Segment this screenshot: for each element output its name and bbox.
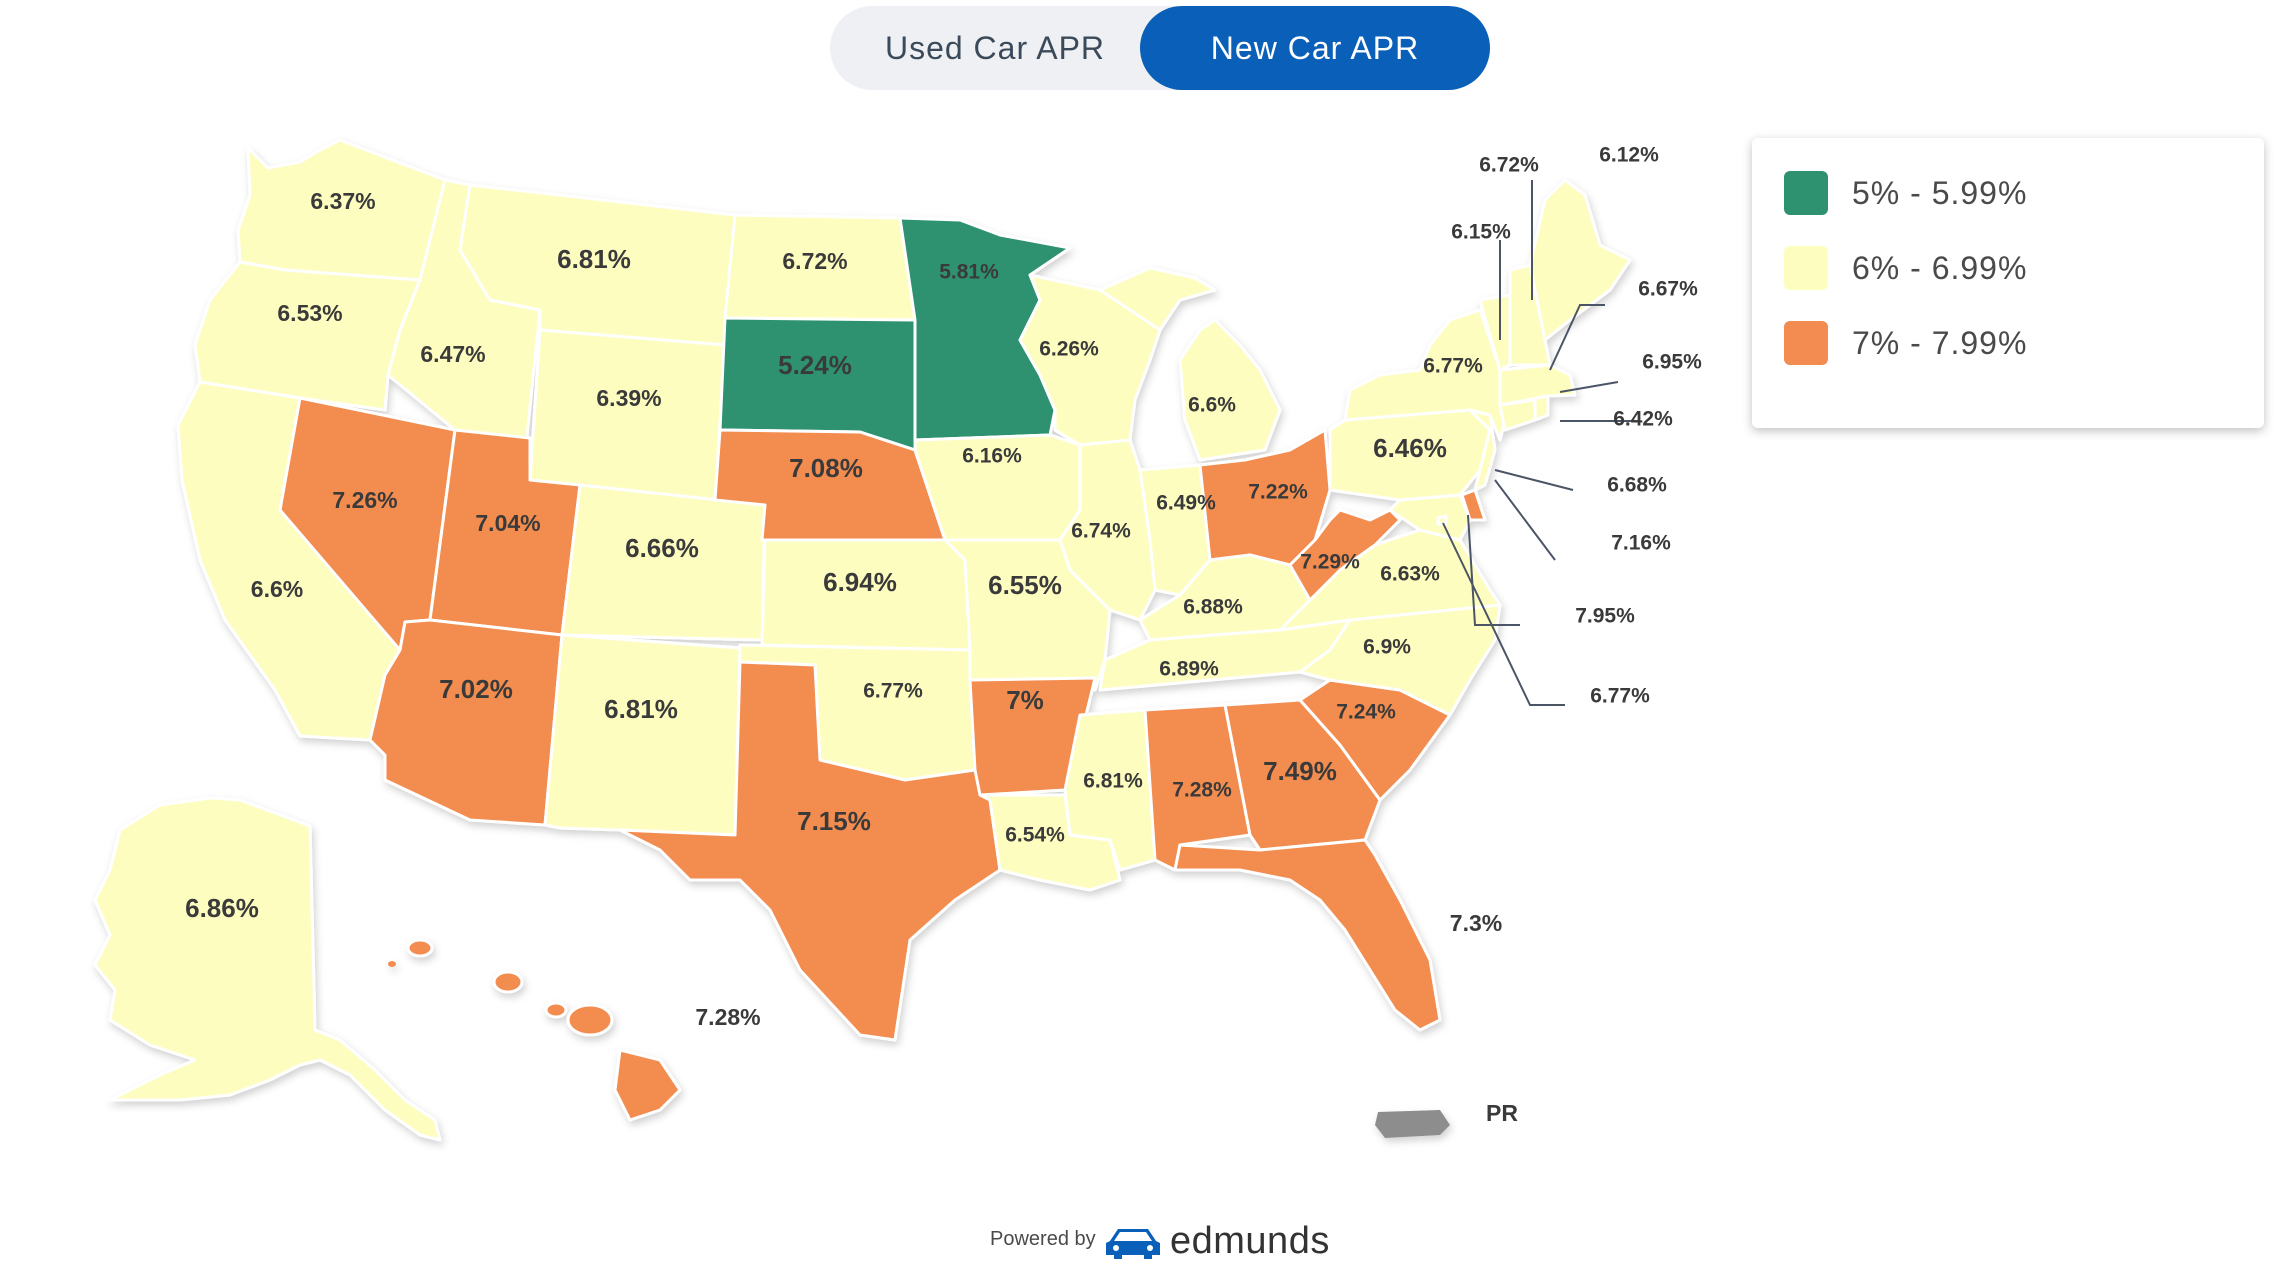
label-pa: 6.46%: [1373, 433, 1447, 463]
state-hi[interactable]: [388, 938, 682, 1122]
label-az: 7.02%: [439, 674, 513, 704]
label-ok: 6.77%: [863, 680, 923, 703]
edmunds-logo[interactable]: edmunds: [1104, 1220, 1330, 1263]
label-or: 6.53%: [277, 300, 342, 326]
label-mo: 6.55%: [988, 570, 1062, 600]
state-nc[interactable]: [1298, 603, 1502, 717]
label-me: 6.12%: [1599, 144, 1659, 167]
legend-item-low: 5% - 5.99%: [1784, 171, 2027, 215]
label-ky: 6.88%: [1183, 596, 1243, 619]
state-az[interactable]: [368, 618, 564, 827]
label-ak: 6.86%: [185, 893, 259, 923]
used-car-apr-tab[interactable]: Used Car APR: [884, 30, 1106, 66]
new-car-apr-tab[interactable]: New Car APR: [1140, 6, 1490, 90]
legend-swatch-mid: [1784, 246, 1828, 290]
state-me[interactable]: [1528, 178, 1632, 342]
state-ny[interactable]: [1343, 308, 1507, 442]
label-al: 7.28%: [1172, 779, 1232, 802]
legend-label-low: 5% - 5.99%: [1852, 174, 2028, 211]
label-ri: 6.95%: [1642, 351, 1702, 374]
label-mi: 6.6%: [1188, 394, 1236, 417]
state-nm[interactable]: [543, 633, 742, 837]
powered-by-text: Powered by: [990, 1228, 1096, 1250]
label-ar: 7%: [1006, 685, 1044, 715]
label-wv: 7.29%: [1300, 551, 1360, 574]
legend-swatch-high: [1784, 321, 1828, 365]
legend-label-high: 7% - 7.99%: [1852, 324, 2028, 361]
legend-label-mid: 6% - 6.99%: [1852, 249, 2028, 286]
label-ms: 6.81%: [1083, 770, 1143, 793]
label-fl: 7.3%: [1450, 910, 1502, 936]
label-co: 6.66%: [625, 533, 699, 563]
label-nc: 6.9%: [1363, 636, 1411, 659]
apr-toggle: Used Car APR New Car APR: [830, 6, 1490, 90]
label-ne: 7.08%: [789, 453, 863, 483]
legend-swatch-low: [1784, 171, 1828, 215]
state-ma[interactable]: [1498, 363, 1577, 407]
label-dc: 6.77%: [1590, 685, 1650, 708]
state-de[interactable]: [1460, 488, 1487, 522]
label-ia: 6.16%: [962, 445, 1022, 468]
car-icon: [1106, 1228, 1160, 1259]
legend-item-high: 7% - 7.99%: [1784, 321, 2027, 365]
territory-pr[interactable]: [1375, 1110, 1450, 1138]
label-md: 7.95%: [1575, 605, 1635, 628]
state-labels: 6.37% 6.53% 6.6% 7.26% 6.47% 6.81% 6.39%…: [185, 144, 1702, 1127]
label-pr: PR: [1486, 1100, 1518, 1126]
label-nv: 7.26%: [332, 487, 397, 513]
label-ma: 6.67%: [1638, 278, 1698, 301]
label-nh: 6.15%: [1451, 221, 1511, 244]
label-tn: 6.89%: [1159, 658, 1219, 681]
state-ak[interactable]: [93, 796, 442, 1142]
state-tx[interactable]: [618, 660, 1002, 1042]
label-ga: 7.49%: [1263, 756, 1337, 786]
legend: 5% - 5.99% 6% - 6.99% 7% - 7.99%: [1752, 138, 2264, 428]
label-nj: 6.68%: [1607, 474, 1667, 497]
leader-lines: [1442, 180, 1638, 706]
label-id: 6.47%: [420, 341, 485, 367]
label-in: 6.49%: [1156, 492, 1216, 515]
label-sc: 7.24%: [1336, 701, 1396, 724]
label-sd: 5.24%: [778, 350, 852, 380]
label-mn: 5.81%: [939, 261, 999, 284]
label-ny: 6.77%: [1423, 355, 1483, 378]
label-tx: 7.15%: [797, 806, 871, 836]
label-nd: 6.72%: [782, 248, 847, 274]
label-mt: 6.81%: [557, 244, 631, 274]
label-ut: 7.04%: [475, 510, 540, 536]
label-vt: 6.72%: [1479, 154, 1539, 177]
state-or[interactable]: [193, 260, 422, 412]
state-nh[interactable]: [1508, 263, 1552, 367]
label-ca: 6.6%: [251, 576, 303, 602]
state-dc[interactable]: [1436, 514, 1448, 526]
label-wy: 6.39%: [596, 385, 661, 411]
brand-wordmark: edmunds: [1170, 1220, 1330, 1262]
label-la: 6.54%: [1005, 824, 1065, 847]
label-il: 6.74%: [1071, 520, 1131, 543]
label-wa: 6.37%: [310, 188, 375, 214]
label-oh: 7.22%: [1248, 481, 1308, 504]
state-ri[interactable]: [1533, 394, 1550, 422]
label-ks: 6.94%: [823, 567, 897, 597]
label-de: 7.16%: [1611, 532, 1671, 555]
state-md[interactable]: [1388, 493, 1472, 542]
label-hi: 7.28%: [695, 1004, 760, 1030]
state-mi[interactable]: [1098, 266, 1282, 462]
label-nm: 6.81%: [604, 694, 678, 724]
state-fl[interactable]: [1173, 838, 1442, 1032]
state-wy[interactable]: [528, 328, 727, 502]
legend-item-mid: 6% - 6.99%: [1784, 246, 2027, 290]
label-wi: 6.26%: [1039, 338, 1099, 361]
label-va: 6.63%: [1380, 563, 1440, 586]
label-ct: 6.42%: [1613, 408, 1673, 431]
